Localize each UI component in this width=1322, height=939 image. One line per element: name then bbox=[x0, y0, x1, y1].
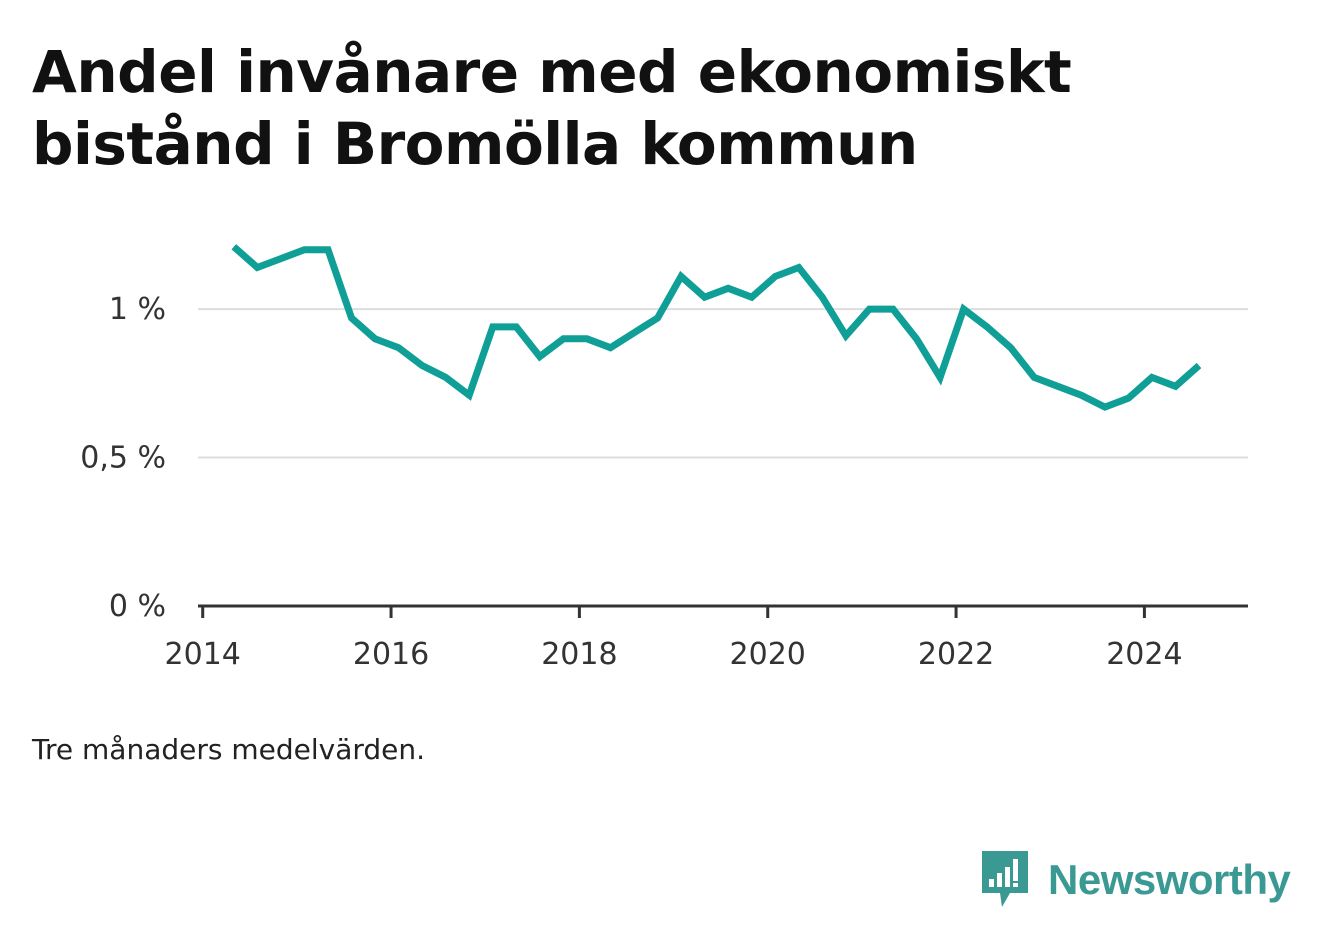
chart-title: Andel invånare med ekonomiskt bistånd i … bbox=[32, 38, 1072, 178]
x-tick-label: 2014 bbox=[165, 637, 241, 672]
x-tick-label: 2022 bbox=[918, 637, 994, 672]
x-tick-label: 2020 bbox=[730, 637, 806, 672]
x-axis: 2014 2016 2018 2020 2022 2024 bbox=[165, 604, 1248, 672]
series-layer bbox=[231, 244, 1202, 411]
chart-note: Tre månaders medelvärden. bbox=[32, 733, 426, 766]
series-line bbox=[231, 244, 1202, 411]
y-tick-label: 0 % bbox=[109, 589, 166, 624]
newsworthy-logo-icon bbox=[982, 851, 1028, 907]
brand-name: Newsworthy bbox=[1048, 856, 1291, 903]
x-tick-label: 2018 bbox=[541, 637, 617, 672]
brand-logo[interactable]: Newsworthy bbox=[980, 848, 1300, 912]
y-tick-label: 0,5 % bbox=[80, 441, 166, 476]
grid-lines bbox=[198, 308, 1248, 459]
x-tick-label: 2016 bbox=[353, 637, 429, 672]
y-tick-label: 1 % bbox=[109, 292, 166, 327]
y-axis-ticks: 0 % 0,5 % 1 % bbox=[80, 292, 166, 624]
x-tick-label: 2024 bbox=[1106, 637, 1182, 672]
